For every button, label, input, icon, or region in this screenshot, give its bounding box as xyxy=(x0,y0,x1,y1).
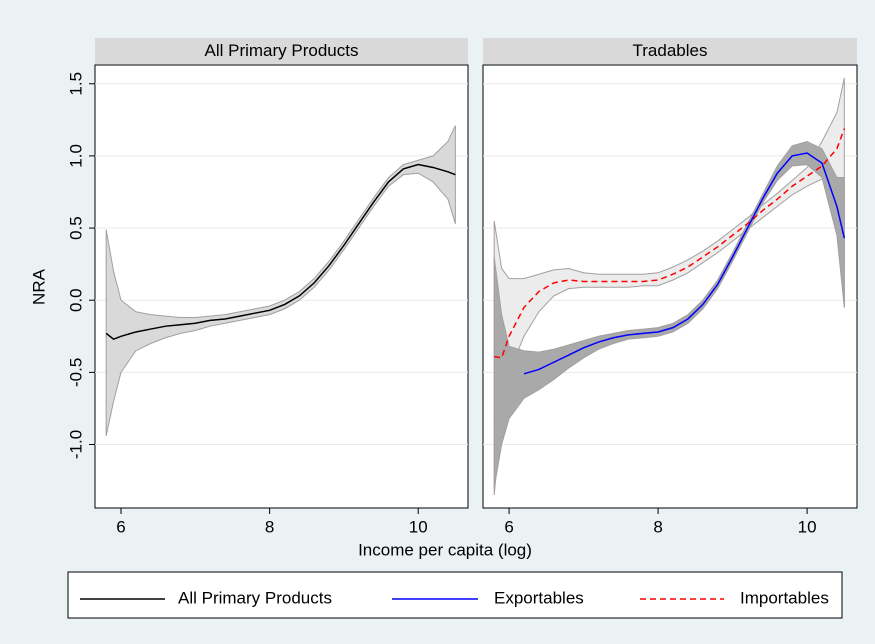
x-tick-label: 6 xyxy=(504,517,513,536)
plot-area xyxy=(94,64,469,509)
x-tick-label: 10 xyxy=(798,517,817,536)
series-line xyxy=(494,128,846,359)
panel-title: All Primary Products xyxy=(205,41,359,60)
panel-header xyxy=(95,38,468,64)
series-line xyxy=(105,163,456,341)
y-tick-label: 0.5 xyxy=(66,216,85,240)
series-line xyxy=(523,152,846,375)
x-tick-label: 10 xyxy=(409,517,428,536)
y-tick-label: -1.0 xyxy=(66,430,85,459)
x-tick-label: 8 xyxy=(653,517,662,536)
legend-label: All Primary Products xyxy=(178,588,332,607)
y-axis-label: NRA xyxy=(29,268,48,305)
x-tick-label: 8 xyxy=(265,517,274,536)
confidence-band xyxy=(105,125,456,436)
x-tick-label: 6 xyxy=(116,517,125,536)
y-tick-label: 1.5 xyxy=(66,72,85,96)
x-axis-label: Income per capita (log) xyxy=(358,540,532,559)
y-tick-label: -0.5 xyxy=(66,358,85,387)
legend-label: Importables xyxy=(740,588,829,607)
y-tick-label: 1.0 xyxy=(66,144,85,168)
panel-title: Tradables xyxy=(633,41,708,60)
confidence-band xyxy=(493,140,845,488)
y-tick-label: 0.0 xyxy=(66,288,85,312)
panel-header xyxy=(483,38,857,64)
legend-label: Exportables xyxy=(494,588,584,607)
legend xyxy=(67,571,843,619)
